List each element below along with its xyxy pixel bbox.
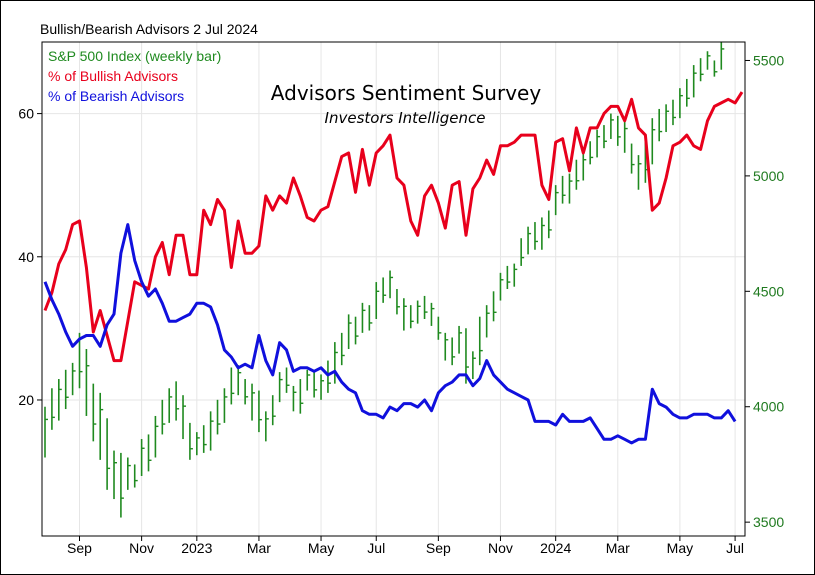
legend-bullish: % of Bullish Advisors [48, 68, 178, 84]
x-tick-label: Nov [129, 540, 154, 556]
chart-subtitle: Investors Intelligence [325, 109, 486, 127]
chart-title: Advisors Sentiment Survey [271, 81, 542, 105]
right-tick-label: 4000 [753, 399, 784, 415]
bearish-line [43, 223, 737, 445]
legend-sp500: S&P 500 Index (weekly bar) [48, 48, 221, 64]
x-tick-label: Mar [247, 540, 271, 556]
legend-bearish: % of Bearish Advisors [48, 88, 184, 104]
x-tick-label: May [308, 540, 334, 556]
right-tick-label: 3500 [753, 514, 784, 530]
x-tick-label: Nov [488, 540, 513, 556]
left-tick-label: 40 [18, 249, 34, 265]
x-tick-label: Sep [67, 540, 92, 556]
right-tick-label: 4500 [753, 283, 784, 299]
x-axis: Sep Nov 2023 Mar May Jul Sep Nov 2024 Mar May Jul [67, 536, 744, 556]
x-tick-label: 2023 [181, 540, 212, 556]
bullish-line [43, 91, 744, 363]
left-tick-label: 20 [18, 392, 34, 408]
x-tick-label: 2024 [540, 540, 571, 556]
left-tick-label: 60 [18, 106, 34, 122]
plot-frame [41, 41, 746, 537]
x-tick-label: Jul [367, 540, 385, 556]
window-title: Bullish/Bearish Advisors 2 Jul 2024 [40, 21, 258, 37]
x-tick-label: Jul [726, 540, 744, 556]
right-axis: 3500 4000 4500 5000 5500 [745, 52, 784, 530]
x-tick-label: Sep [426, 540, 451, 556]
right-tick-label: 5000 [753, 168, 784, 184]
left-axis: 20 40 60 [18, 106, 42, 408]
x-tick-label: May [667, 540, 693, 556]
right-tick-label: 5500 [753, 52, 784, 68]
x-tick-label: Mar [606, 540, 630, 556]
